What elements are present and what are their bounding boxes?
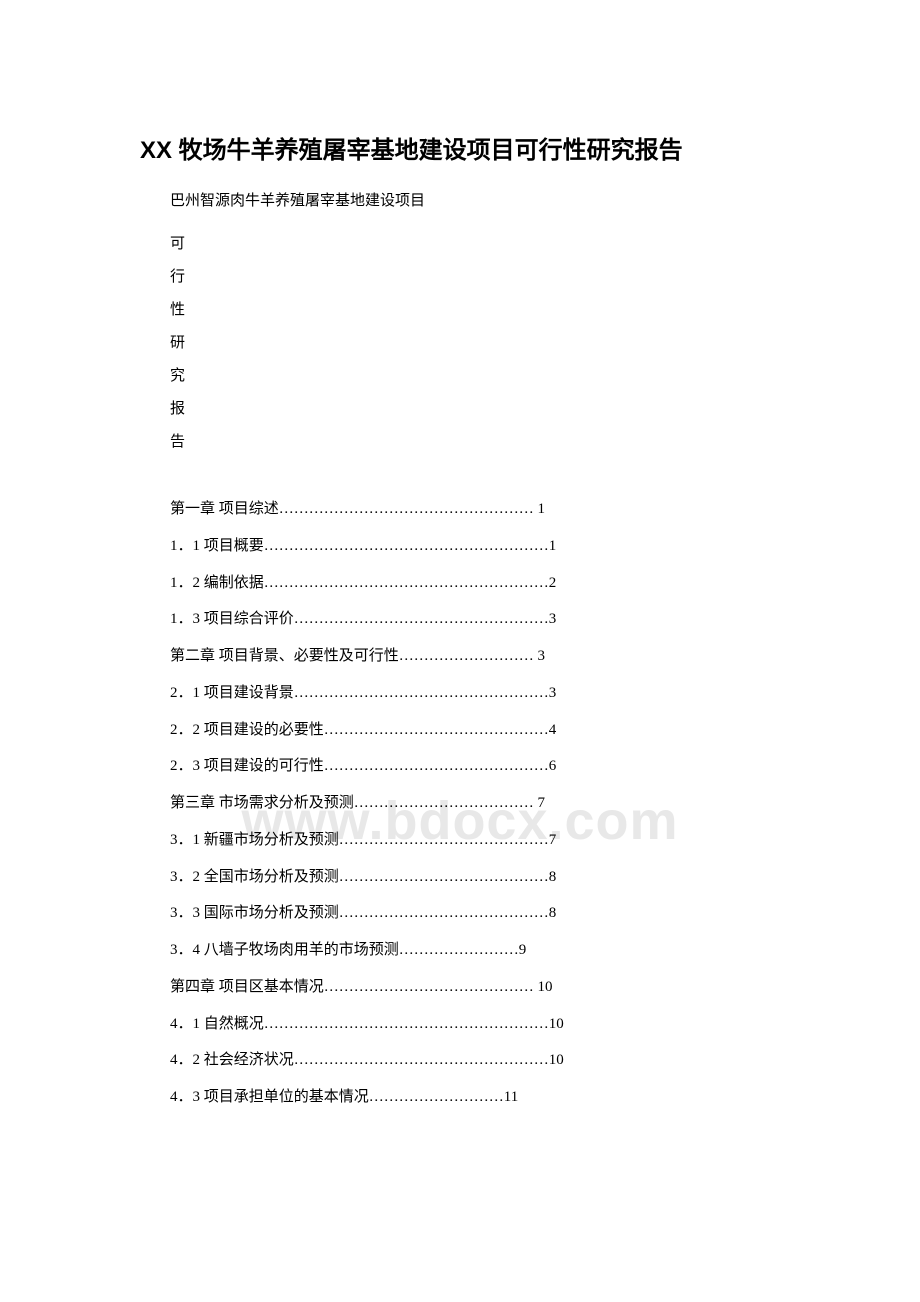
toc-entry: 1．1 项目概要…………………………………………………1: [140, 528, 780, 565]
toc-entry: 3．1 新疆市场分析及预测……………………………………7: [140, 822, 780, 859]
vertical-char: 行: [140, 261, 780, 294]
toc-entry: 4．2 社会经济状况……………………………………………10: [140, 1042, 780, 1079]
vertical-char: 告: [140, 426, 780, 459]
vertical-char: 究: [140, 360, 780, 393]
toc-entry: 第三章 市场需求分析及预测……………………………… 7: [140, 785, 780, 822]
toc-entry: 第四章 项目区基本情况…………………………………… 10: [140, 969, 780, 1006]
vertical-char: 性: [140, 294, 780, 327]
toc-entry: 2．2 项目建设的必要性………………………………………4: [140, 712, 780, 749]
toc-entry: 3．3 国际市场分析及预测……………………………………8: [140, 895, 780, 932]
vertical-char: 报: [140, 393, 780, 426]
table-of-contents: 第一章 项目综述…………………………………………… 1 1．1 项目概要……………: [140, 491, 780, 1116]
vertical-char: 研: [140, 327, 780, 360]
document-page: www.bdocx.com XX 牧场牛羊养殖屠宰基地建设项目可行性研究报告 巴…: [140, 130, 780, 1116]
toc-entry: 4．1 自然概况…………………………………………………10: [140, 1006, 780, 1043]
document-subtitle: 巴州智源肉牛羊养殖屠宰基地建设项目: [140, 185, 780, 218]
toc-entry: 2．3 项目建设的可行性………………………………………6: [140, 748, 780, 785]
vertical-char: 可: [140, 228, 780, 261]
toc-entry: 第一章 项目综述…………………………………………… 1: [140, 491, 780, 528]
toc-entry: 4．3 项目承担单位的基本情况………………………11: [140, 1079, 780, 1116]
toc-entry: 1．3 项目综合评价……………………………………………3: [140, 601, 780, 638]
document-title: XX 牧场牛羊养殖屠宰基地建设项目可行性研究报告: [140, 130, 780, 165]
toc-entry: 第二章 项目背景、必要性及可行性……………………… 3: [140, 638, 780, 675]
toc-entry: 2．1 项目建设背景……………………………………………3: [140, 675, 780, 712]
toc-entry: 3．4 八墙子牧场肉用羊的市场预测……………………9: [140, 932, 780, 969]
toc-entry: 3．2 全国市场分析及预测……………………………………8: [140, 859, 780, 896]
toc-entry: 1．2 编制依据…………………………………………………2: [140, 565, 780, 602]
vertical-title-block: 可 行 性 研 究 报 告: [140, 228, 780, 459]
